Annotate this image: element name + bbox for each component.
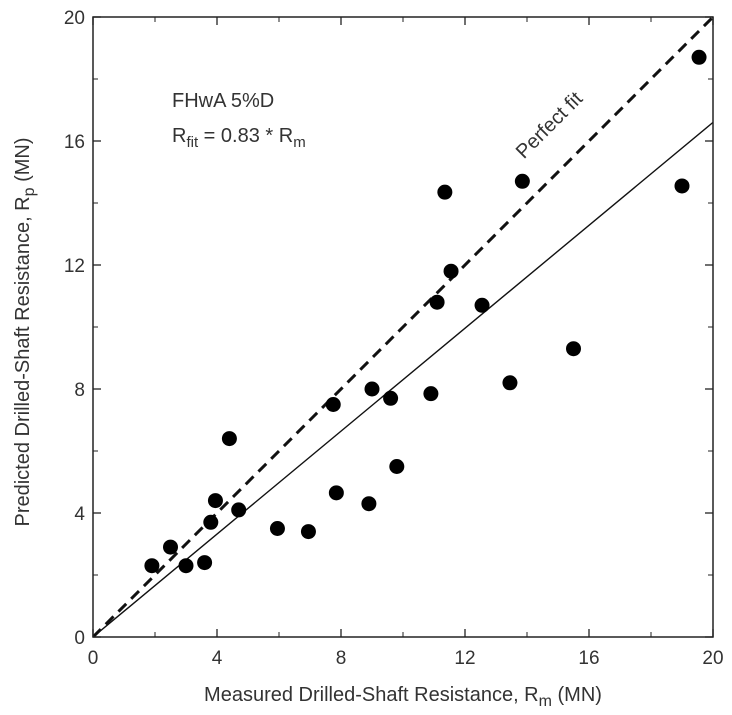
y-tick-label: 20: [64, 8, 85, 29]
x-label-sub: m: [539, 693, 552, 710]
data-point: [502, 375, 518, 391]
data-point: [514, 173, 530, 189]
x-label-unit: (MN): [552, 684, 602, 706]
data-point: [231, 502, 247, 518]
y-tick-label: 4: [74, 504, 85, 525]
data-point: [389, 459, 405, 474]
tick-labels: 0 4 8 12 16 20 0 4 8 12 16 20: [64, 8, 724, 669]
x-label-main: Measured Drilled-Shaft Resistance, R: [204, 684, 539, 706]
data-point: [163, 539, 178, 555]
x-tick-label: 16: [578, 648, 599, 669]
data-point: [443, 263, 459, 279]
data-point: [203, 514, 219, 530]
data-point: [364, 381, 380, 397]
data-point: [383, 390, 399, 406]
x-axis-label: Measured Drilled-Shaft Resistance, Rm (M…: [204, 684, 602, 710]
data-point: [221, 431, 237, 447]
y-tick-label: 0: [74, 628, 85, 649]
data-point: [328, 485, 344, 501]
regression-line: [93, 121, 713, 637]
y-label-main: Predicted Drilled-Shaft Resistance, R: [12, 196, 34, 526]
x-tick-label: 4: [212, 648, 223, 669]
x-tick-label: 0: [88, 648, 99, 669]
fit-sub2: m: [293, 134, 306, 151]
annotation-method: FHwA 5%D: [172, 90, 274, 112]
data-point: [361, 496, 377, 512]
data-point: [144, 558, 160, 574]
fit-sub: fit: [186, 134, 199, 151]
data-point: [178, 558, 194, 574]
fit-lines: [93, 17, 713, 637]
y-axis-label: Predicted Drilled-Shaft Resistance, Rp (…: [12, 137, 38, 526]
y-tick-label: 12: [64, 256, 85, 277]
data-point: [674, 178, 690, 194]
y-tick-label: 8: [74, 380, 85, 401]
data-point: [300, 524, 316, 540]
perfect-fit-line: [93, 17, 713, 637]
y-tick-label: 16: [64, 132, 85, 153]
fit-mid: = 0.83 * R: [198, 125, 293, 147]
data-point: [269, 521, 285, 536]
data-point: [474, 297, 490, 313]
data-point: [437, 184, 453, 200]
x-tick-label: 20: [702, 648, 723, 669]
y-label-sub: p: [21, 187, 38, 196]
data-points: [144, 49, 707, 574]
y-label-unit: (MN): [12, 137, 34, 187]
data-point: [207, 493, 223, 509]
data-point: [197, 555, 213, 571]
x-tick-label: 8: [336, 648, 347, 669]
data-point: [423, 386, 439, 402]
axis-ticks: [92, 16, 714, 638]
data-point: [566, 341, 581, 357]
fit-prefix: R: [172, 125, 186, 147]
x-tick-label: 12: [454, 648, 475, 669]
annotation-fit-equation: Rfit = 0.83 * Rm: [172, 125, 306, 151]
data-point: [691, 49, 707, 65]
data-point: [429, 294, 445, 310]
data-point: [325, 397, 341, 412]
